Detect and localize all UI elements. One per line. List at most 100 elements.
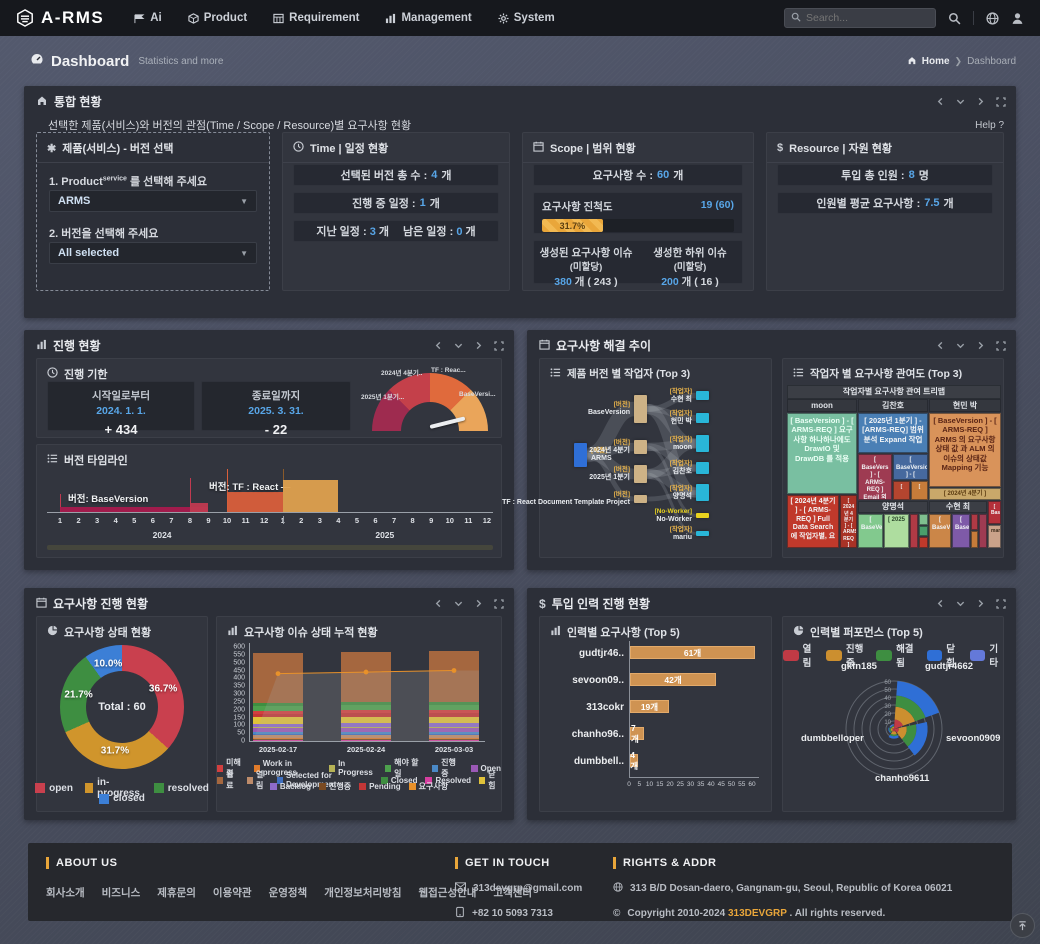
footer-link[interactable]: 개인정보처리방침 [324, 887, 402, 899]
polar-wedge[interactable] [889, 733, 898, 737]
treemap-cell[interactable] [919, 526, 928, 536]
treemap-cell[interactable]: [ Bas [988, 501, 1001, 524]
legend-item[interactable]: 기타 [969, 641, 1003, 669]
footer-link[interactable]: 회사소개 [46, 887, 85, 899]
legend-item[interactable]: In Progress [328, 757, 377, 779]
treemap-cell[interactable]: [ 2024년 4분기 ] - [ ARMS-REQ ] [840, 495, 857, 548]
legend-item[interactable]: in-progress [84, 777, 142, 799]
expand-icon[interactable] [996, 598, 1006, 609]
chevron-right-icon[interactable] [976, 599, 985, 608]
chevron-down-icon[interactable] [454, 599, 463, 608]
polar-wedge[interactable] [896, 681, 940, 718]
scroll-top-button[interactable] [1010, 913, 1035, 938]
sankey-node[interactable] [634, 465, 647, 483]
stacked-bar[interactable] [253, 653, 303, 741]
treemap-cell[interactable]: [ [911, 481, 928, 500]
chevron-down-icon[interactable] [956, 599, 965, 608]
legend-item[interactable]: 열림 [246, 769, 269, 791]
treemap-cell[interactable]: [ BaseVe [929, 514, 951, 548]
footer-link[interactable]: 운영정책 [268, 887, 308, 899]
menu-item-ai[interactable]: Ai [134, 12, 162, 24]
legend-item[interactable]: 미해결 [217, 757, 246, 779]
sankey-node[interactable] [696, 462, 709, 474]
legend-item[interactable]: 완료 [217, 769, 239, 791]
polar-wedge[interactable] [890, 728, 893, 732]
treemap-cell[interactable] [919, 537, 928, 548]
globe-icon[interactable] [986, 11, 999, 25]
polar-wedge[interactable] [907, 722, 928, 756]
treemap-cell[interactable]: [ BaseVersion ] - [ ARMS-REQ ] 요구사항 하나하나… [787, 413, 857, 494]
treemap-cell[interactable]: [ 2025년 1분기 ] - [ARMS-REQ] 범위분석 Expand 작… [858, 413, 928, 453]
chevron-down-icon[interactable] [454, 341, 463, 350]
polar-wedge[interactable] [894, 728, 899, 733]
treemap-cell[interactable] [971, 514, 978, 530]
legend-item[interactable]: Closed [380, 769, 417, 791]
treemap-cell[interactable]: [ 2024년 4분기 ] [929, 488, 1001, 500]
expand-icon[interactable] [494, 598, 504, 609]
value-bar[interactable]: 42개 [630, 673, 717, 686]
sankey-node[interactable] [574, 443, 587, 467]
legend-item[interactable]: open [35, 777, 73, 799]
polar-wedge[interactable] [894, 719, 904, 729]
legend-item[interactable]: 해결됨 [876, 641, 916, 669]
legend-item[interactable]: resolved [153, 777, 209, 799]
legend-item[interactable]: Resolved [425, 769, 471, 791]
chevron-down-icon[interactable] [956, 97, 965, 106]
version-select[interactable]: All selected ▼ [49, 242, 257, 264]
chevron-right-icon[interactable] [474, 599, 483, 608]
menu-item-management[interactable]: Management [385, 12, 472, 24]
treemap-cell[interactable]: [ 2024년 4분기 ] - [ ARMS-REQ ] Full Data S… [787, 495, 839, 548]
treemap-cell[interactable] [971, 531, 978, 548]
legend-item[interactable]: Backlog [269, 781, 311, 792]
treemap-cell[interactable]: [ [893, 481, 910, 500]
stacked-bar[interactable] [341, 652, 391, 741]
expand-icon[interactable] [996, 96, 1006, 107]
sankey-node[interactable] [696, 531, 709, 536]
app-logo[interactable]: A-RMS [16, 8, 104, 28]
legend-item[interactable]: 진행 중 [432, 757, 463, 779]
footer-link[interactable]: 이용약관 [212, 887, 252, 899]
polar-wedge[interactable] [891, 725, 894, 729]
polar-wedge[interactable] [892, 728, 894, 731]
footer-link[interactable]: 비즈니스 [101, 887, 141, 899]
brand-link[interactable]: 313DEVGRP [727, 908, 787, 919]
legend-item[interactable]: Open [470, 757, 501, 779]
polar-wedge[interactable] [891, 726, 894, 729]
treemap-cell[interactable] [919, 514, 928, 525]
chevron-right-icon[interactable] [474, 341, 483, 350]
sankey-node[interactable] [696, 484, 709, 501]
chevron-left-icon[interactable] [936, 599, 945, 608]
treemap-group-header[interactable]: 김찬호 [858, 399, 928, 412]
polar-wedge[interactable] [889, 724, 894, 728]
footer-link[interactable]: 고객센터 [493, 887, 533, 899]
sankey-node[interactable] [634, 495, 647, 503]
search-button[interactable] [948, 12, 961, 25]
legend-item[interactable]: Pending [359, 781, 401, 792]
legend-item[interactable]: 요구사항 [408, 781, 448, 792]
chevron-left-icon[interactable] [936, 97, 945, 106]
sankey-node[interactable] [634, 440, 647, 454]
polar-wedge[interactable] [890, 725, 894, 728]
menu-item-product[interactable]: Product [188, 12, 247, 24]
user-icon[interactable] [1011, 12, 1024, 25]
sankey-node[interactable] [696, 513, 709, 518]
stacked-bar[interactable] [429, 651, 479, 741]
treemap-cell[interactable]: [ BaseVe [858, 514, 883, 548]
sankey-node[interactable] [696, 413, 709, 423]
polar-wedge[interactable] [888, 727, 891, 734]
timeline-scrollbar[interactable] [47, 545, 493, 550]
treemap-group-header[interactable]: 작업자별 요구사항 관여 트리맵 [787, 385, 1001, 399]
treemap-cell[interactable]: [ BaseVersion ] - [ ARMS-REQ ] ARMS 의 요구… [929, 413, 1001, 487]
value-bar[interactable]: 4개 [630, 749, 639, 771]
polar-wedge[interactable] [889, 727, 892, 733]
footer-phone[interactable]: +82 10 5093 7313 [455, 906, 582, 920]
legend-item[interactable]: 열림 [783, 641, 816, 669]
legend-item[interactable]: 진행중 [319, 781, 351, 792]
breadcrumb-home[interactable]: Home [921, 55, 950, 67]
treemap-cell[interactable]: [ BaseVers ] - [ ARMS-REQ ] Email 외 [858, 454, 892, 500]
chevron-down-icon[interactable] [956, 341, 965, 350]
treemap-cell[interactable] [910, 514, 918, 548]
treemap-group-header[interactable]: moon [787, 399, 857, 412]
value-bar[interactable]: 19개 [630, 700, 669, 713]
treemap-cell[interactable] [979, 514, 987, 548]
